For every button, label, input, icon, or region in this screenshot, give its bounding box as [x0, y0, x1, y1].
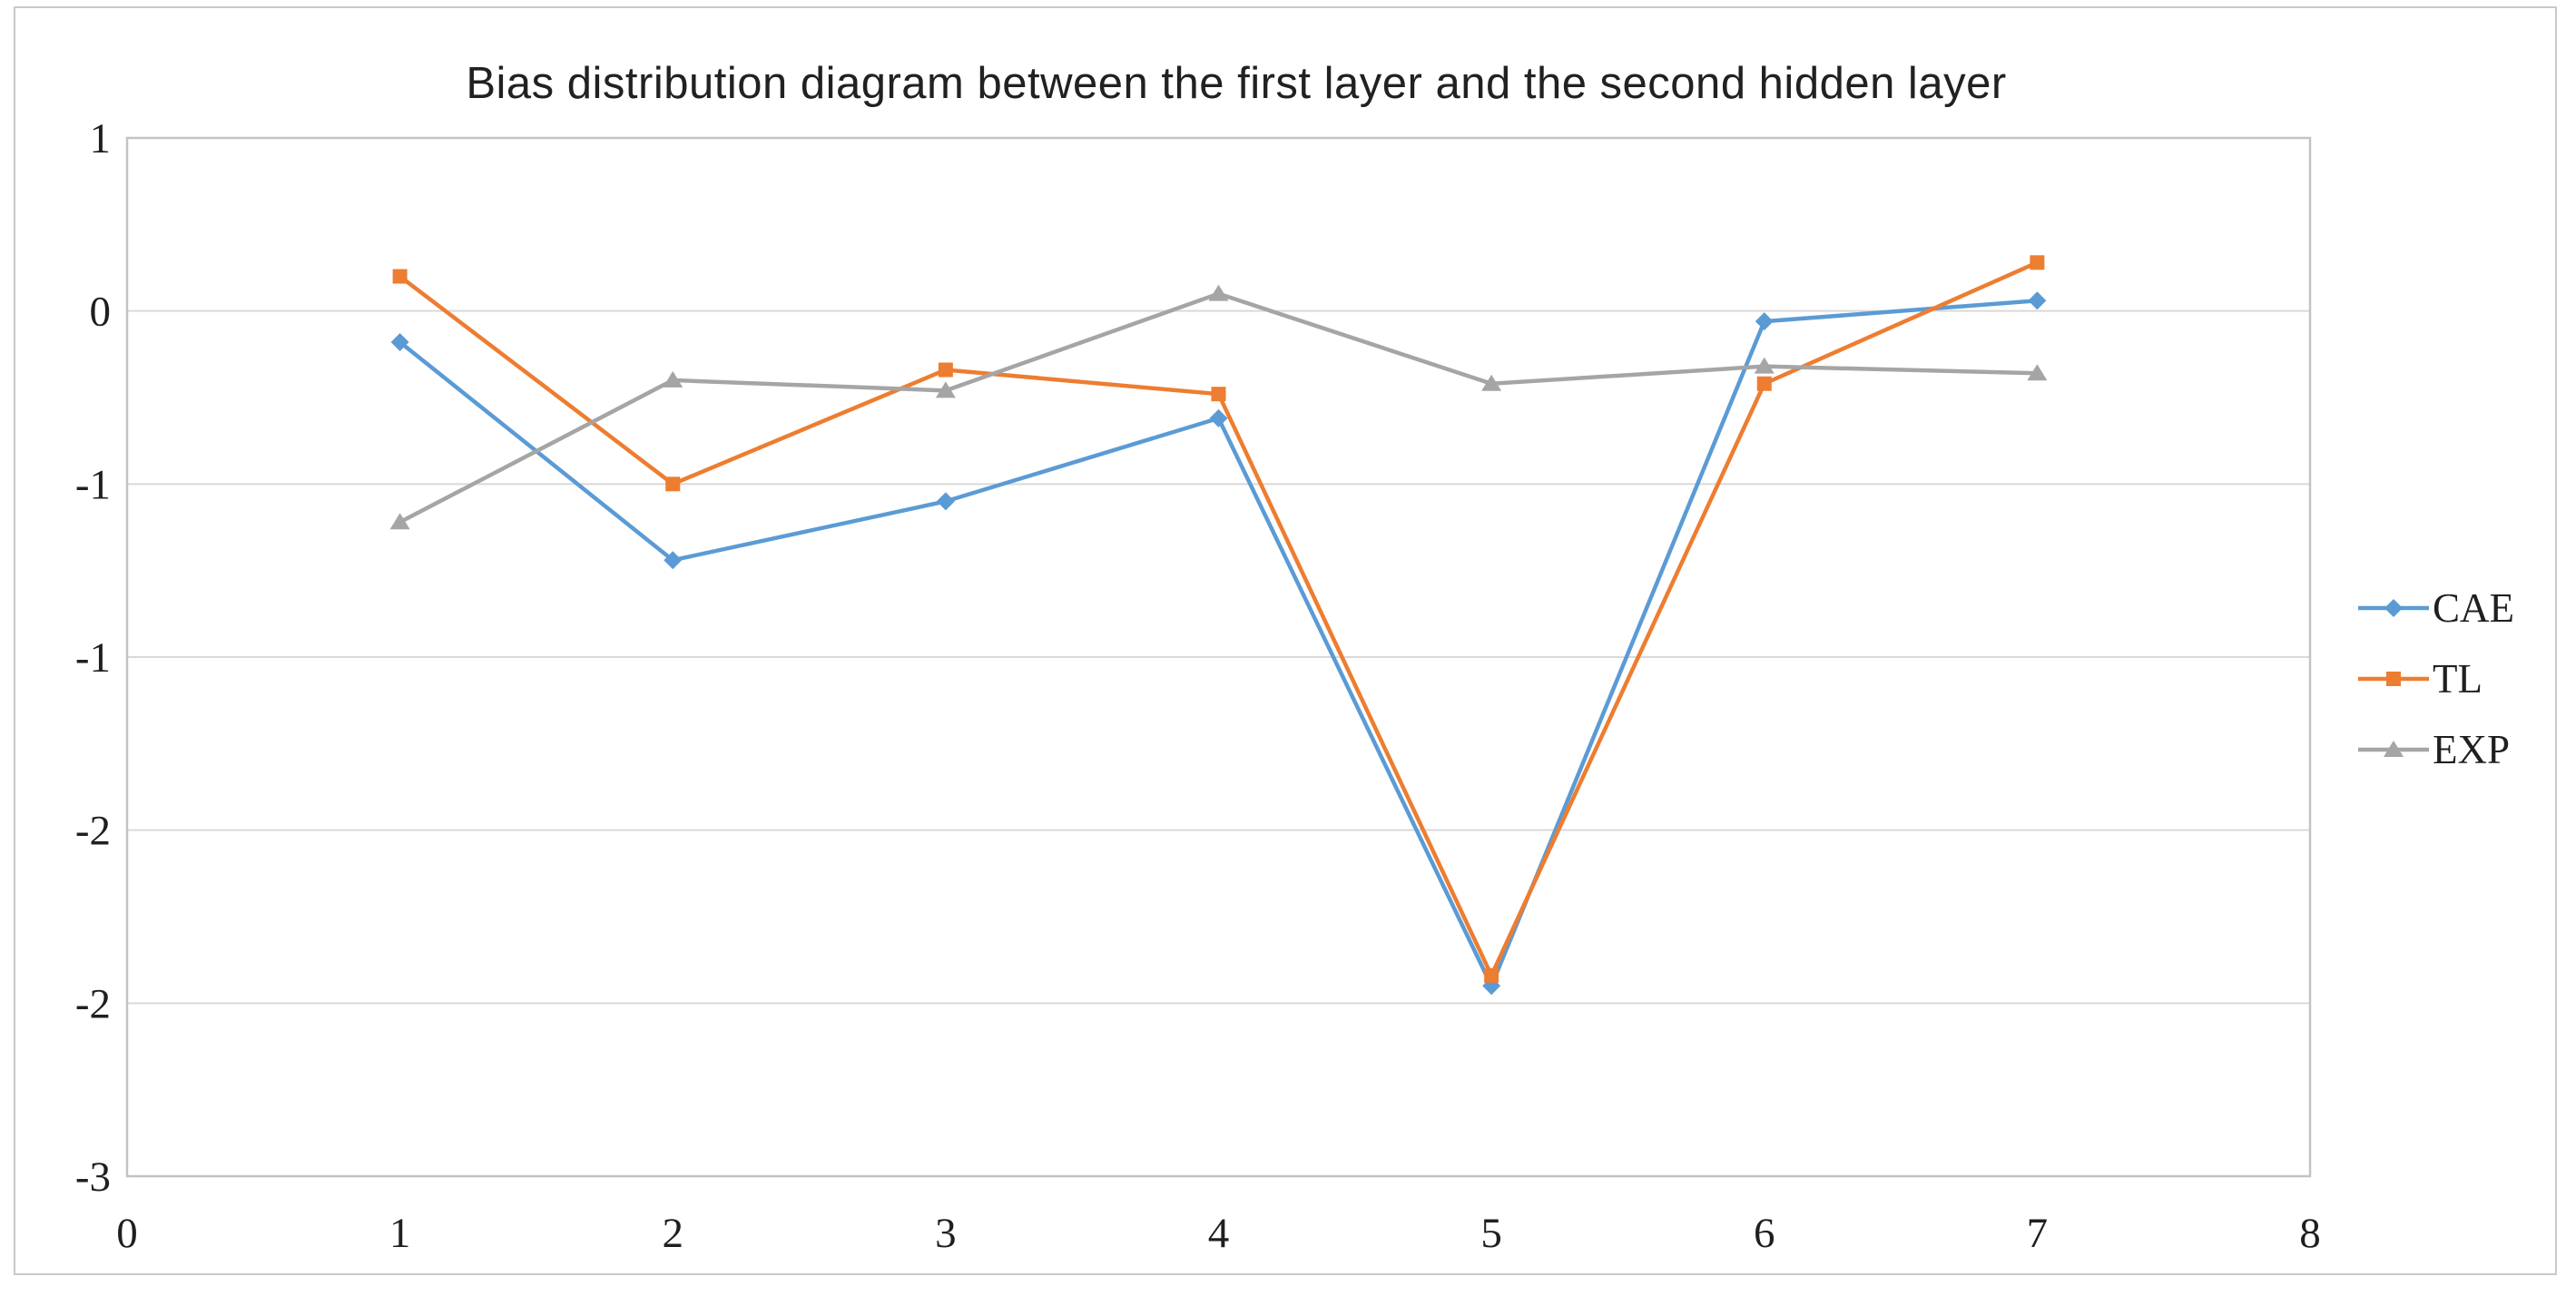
marker-exp [2027, 364, 2048, 381]
x-tick-label: 4 [1208, 1210, 1230, 1257]
y-tick-label: -2 [75, 808, 111, 855]
x-tick-label: 5 [1480, 1210, 1502, 1257]
series-line-cae [398, 298, 2038, 988]
y-tick-label: -3 [75, 1154, 111, 1201]
plot-border [125, 136, 2312, 1178]
marker-cae [390, 332, 409, 351]
marker-exp [935, 381, 956, 398]
marker-cae [2028, 291, 2047, 310]
legend-label: TL [2433, 656, 2483, 702]
marker-tl [938, 362, 953, 378]
marker-tl [1211, 387, 1226, 402]
x-tick-label: 0 [116, 1210, 138, 1257]
legend-item-cae: CAE [2358, 585, 2514, 631]
legend-label: EXP [2433, 727, 2511, 772]
x-tick-label: 3 [935, 1210, 957, 1257]
legend-item-exp: EXP [2358, 727, 2514, 772]
marker-cae [1209, 408, 1228, 427]
legend: CAE TL EXP [2358, 585, 2514, 772]
marker-cae [936, 492, 955, 511]
x-tick-label: 6 [1754, 1210, 1775, 1257]
marker-exp [1481, 374, 1502, 391]
chart-title: Bias distribution diagram between the fi… [466, 59, 2007, 108]
y-tick-label: -1 [75, 634, 111, 682]
marker-tl [1756, 376, 1772, 391]
marker-exp [389, 513, 410, 530]
marker-tl [665, 476, 681, 492]
legend-swatch-diamond-icon [2358, 599, 2429, 617]
y-tick-label: -1 [75, 461, 111, 508]
y-tick-label: 1 [90, 115, 112, 162]
series-line-tl [398, 260, 2039, 978]
legend-label: CAE [2433, 585, 2514, 631]
marker-tl [2030, 255, 2045, 270]
x-tick-label: 8 [2299, 1210, 2321, 1257]
marker-exp [1754, 357, 1775, 374]
marker-exp [1208, 284, 1229, 301]
marker-cae [664, 551, 683, 570]
series-line-exp [398, 291, 2038, 525]
y-tick-label: -2 [75, 980, 111, 1027]
marker-exp [663, 370, 683, 388]
legend-swatch-triangle-icon [2358, 741, 2429, 757]
marker-cae [1755, 312, 1774, 331]
legend-swatch-square-icon [2358, 672, 2429, 686]
x-tick-label: 7 [2027, 1210, 2049, 1257]
marker-tl [1484, 967, 1499, 983]
legend-item-tl: TL [2358, 656, 2514, 702]
x-tick-label: 1 [389, 1210, 411, 1257]
y-tick-label: 0 [90, 289, 112, 336]
x-tick-label: 2 [663, 1210, 684, 1257]
marker-tl [392, 269, 408, 284]
